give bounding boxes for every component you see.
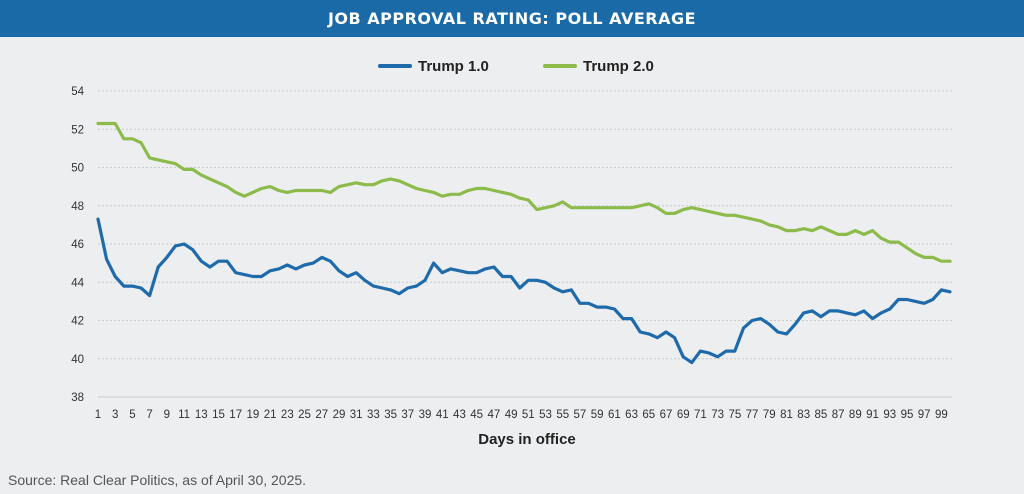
x-tick-label: 69 (677, 409, 690, 421)
x-tick-label: 97 (918, 409, 931, 421)
y-tick-label: 50 (71, 163, 84, 175)
y-tick-label: 52 (71, 124, 84, 136)
x-tick-label: 29 (333, 409, 346, 421)
x-tick-label: 95 (901, 409, 914, 421)
x-tick-label: 59 (591, 409, 604, 421)
x-tick-label: 65 (642, 409, 655, 421)
x-tick-label: 7 (146, 409, 152, 421)
series-line-trump-2-0 (96, 121, 952, 263)
x-tick-label: 49 (505, 409, 518, 421)
x-tick-label: 75 (728, 409, 741, 421)
x-tick-label: 33 (367, 409, 380, 421)
x-axis-label: Days in office (478, 431, 576, 448)
x-tick-label: 3 (112, 409, 118, 421)
x-tick-label: 41 (436, 409, 449, 421)
x-tick-label: 99 (935, 409, 948, 421)
x-tick-label: 47 (487, 409, 500, 421)
x-tick-label: 61 (608, 409, 621, 421)
x-tick-label: 9 (164, 409, 170, 421)
series-line-trump-1-0 (96, 217, 952, 365)
x-tick-label: 15 (212, 409, 225, 421)
legend: Trump 1.0 Trump 2.0 (378, 58, 654, 75)
x-tick-label: 31 (350, 409, 363, 421)
x-tick-label: 43 (453, 409, 466, 421)
chart-title: JOB APPROVAL RATING: POLL AVERAGE (0, 0, 1024, 37)
x-tick-label: 93 (883, 409, 896, 421)
x-tick-label: 21 (264, 409, 277, 421)
x-tick-label: 23 (281, 409, 294, 421)
y-tick-label: 40 (71, 354, 84, 366)
series-lines (96, 121, 952, 365)
x-tick-label: 51 (522, 409, 535, 421)
x-tick-label: 17 (229, 409, 242, 421)
x-tick-label: 85 (815, 409, 828, 421)
x-tick-label: 63 (625, 409, 638, 421)
legend-label: Trump 2.0 (583, 58, 654, 75)
x-tick-label: 83 (797, 409, 810, 421)
x-tick-label: 79 (763, 409, 776, 421)
x-tick-label: 13 (195, 409, 208, 421)
legend-label: Trump 1.0 (418, 58, 489, 75)
x-tick-label: 73 (711, 409, 724, 421)
y-tick-label: 46 (71, 239, 84, 251)
x-tick-label: 45 (470, 409, 483, 421)
x-tick-label: 1 (95, 409, 101, 421)
x-tick-label: 37 (401, 409, 414, 421)
y-tick-label: 44 (71, 277, 84, 289)
x-tick-label: 87 (832, 409, 845, 421)
x-tick-label: 27 (315, 409, 328, 421)
x-tick-label: 89 (849, 409, 862, 421)
y-tick-label: 38 (71, 392, 84, 404)
x-tick-label: 39 (419, 409, 432, 421)
x-tick-label: 81 (780, 409, 793, 421)
x-tick-label: 53 (539, 409, 552, 421)
y-tick-label: 54 (71, 86, 84, 98)
y-tick-label: 48 (71, 201, 84, 213)
x-tick-label: 55 (556, 409, 569, 421)
x-tick-label: 57 (574, 409, 587, 421)
x-axis: 1 3 5 7 9 11 13 15 17 19 21 23 25 27 29 31 33 35 37 39 41 43 4… (95, 409, 948, 421)
x-tick-label: 77 (746, 409, 759, 421)
x-tick-label: 91 (866, 409, 879, 421)
y-tick-label: 42 (71, 316, 84, 328)
x-tick-label: 35 (384, 409, 397, 421)
source-note: Source: Real Clear Politics, as of April… (8, 472, 307, 488)
x-tick-label: 5 (129, 409, 135, 421)
x-tick-label: 67 (660, 409, 673, 421)
x-tick-label: 71 (694, 409, 707, 421)
gridlines (98, 90, 952, 398)
x-tick-label: 25 (298, 409, 311, 421)
x-tick-label: 11 (178, 409, 190, 421)
y-axis: 38 40 42 44 46 48 50 52 54 (71, 86, 84, 404)
x-tick-label: 19 (247, 409, 260, 421)
